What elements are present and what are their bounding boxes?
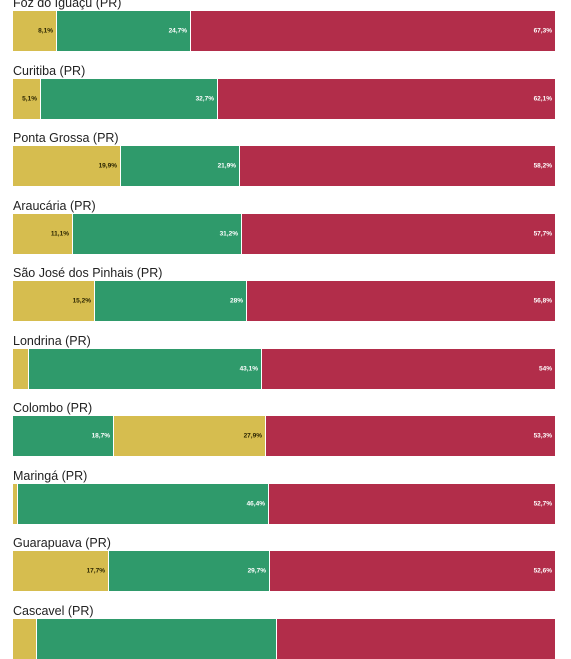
bar-segment-yellow <box>13 618 37 659</box>
data-label: 52,7% <box>533 500 552 507</box>
data-label: 29,7% <box>247 567 266 575</box>
bar-segment-yellow: 19,9% <box>13 146 121 186</box>
bar-segment-red: 52,6% <box>270 551 555 591</box>
bar-segment-red: 57,7% <box>242 213 555 254</box>
stacked-bar: 18,7% 27,9% 53,3% <box>13 416 555 456</box>
stacked-bar <box>13 618 555 659</box>
data-label: 46,4% <box>246 500 265 507</box>
data-label: 53,3% <box>533 432 552 440</box>
row-label: Cascavel (PR) <box>13 603 94 618</box>
bar-segment-red: 62,1% <box>218 78 555 119</box>
data-label: 62,1% <box>533 95 552 102</box>
bar-segment-green <box>37 618 277 659</box>
bar-segment-red: 67,3% <box>191 11 555 51</box>
row-label: São José dos Pinhais (PR) <box>13 266 163 280</box>
stacked-bar: 46,4% 52,7% <box>13 483 555 524</box>
row-label: Maringá (PR) <box>13 468 88 483</box>
row-label: Colombo (PR) <box>13 401 93 415</box>
bar-segment-red: 53,3% <box>266 416 555 456</box>
stacked-bar: 11,1% 31,2% 57,7% <box>13 213 555 254</box>
row-label: Foz do Iguaçu (PR) <box>13 0 122 10</box>
data-label: 18,7% <box>91 432 110 440</box>
bar-segment-yellow <box>13 483 18 524</box>
bar-segment-red: 56,8% <box>247 281 555 321</box>
data-label: 58,2% <box>533 162 552 170</box>
stacked-bar: 5,1% 32,7% 62,1% <box>13 78 555 119</box>
bar-segment-yellow: 5,1% <box>13 78 41 119</box>
bar-segment-red: 52,7% <box>269 483 555 524</box>
bar-segment-yellow: 17,7% <box>13 551 109 591</box>
data-label: 31,2% <box>219 230 238 237</box>
row-label: Guarapuava (PR) <box>13 536 111 550</box>
row-label: Ponta Grossa (PR) <box>13 131 119 145</box>
bar-segment-green: 24,7% <box>57 11 191 51</box>
data-label: 19,9% <box>98 162 117 170</box>
bar-segment-red: 54% <box>262 348 555 389</box>
row-label: Curitiba (PR) <box>13 63 86 78</box>
bar-segment-yellow: 8,1% <box>13 11 57 51</box>
data-label: 52,6% <box>533 567 552 575</box>
data-label: 32,7% <box>195 95 214 102</box>
data-label: 5,1% <box>22 95 37 102</box>
bar-segment-green: 28% <box>95 281 247 321</box>
stacked-bar: 8,1% 24,7% 67,3% <box>13 11 555 51</box>
row-label: Londrina (PR) <box>13 333 91 348</box>
stacked-bar-chart: Foz do Iguaçu (PR) 8,1% 24,7% 67,3% Curitiba… <box>13 0 555 659</box>
bar-segment-green: 31,2% <box>73 213 242 254</box>
data-label: 57,7% <box>533 230 552 237</box>
data-label: 21,9% <box>217 162 236 170</box>
bar-segment-green: 32,7% <box>41 78 218 119</box>
stacked-bar: 19,9% 21,9% 58,2% <box>13 146 555 186</box>
data-label: 67,3% <box>533 27 552 35</box>
data-label: 27,9% <box>243 432 262 440</box>
data-label: 28% <box>229 297 243 305</box>
bar-segment-green: 18,7% <box>13 416 114 456</box>
bar-segment-red: 58,2% <box>240 146 555 186</box>
bar-segment-green: 43,1% <box>29 348 262 389</box>
data-label: 8,1% <box>38 27 53 35</box>
data-label: 11,1% <box>50 230 69 237</box>
bar-segment-yellow: 27,9% <box>114 416 266 456</box>
stacked-bar: 15,2% 28% 56,8% <box>13 281 555 321</box>
data-label: 17,7% <box>86 567 105 575</box>
bar-segment-green: 21,9% <box>121 146 240 186</box>
bar-segment-yellow: 11,1% <box>13 213 73 254</box>
data-label: 54% <box>538 365 552 372</box>
row-label: Araucária (PR) <box>13 198 96 213</box>
bar-segment-green: 29,7% <box>109 551 270 591</box>
bar-segment-green: 46,4% <box>18 483 269 524</box>
data-label: 15,2% <box>72 297 91 305</box>
stacked-bar: 43,1% 54% <box>13 348 555 389</box>
bar-segment-yellow <box>13 348 29 389</box>
data-label: 56,8% <box>533 297 552 305</box>
stacked-bar: 17,7% 29,7% 52,6% <box>13 551 555 591</box>
bar-segment-red <box>277 618 555 659</box>
data-label: 24,7% <box>168 27 187 35</box>
data-label: 43,1% <box>239 365 258 372</box>
bar-segment-yellow: 15,2% <box>13 281 95 321</box>
